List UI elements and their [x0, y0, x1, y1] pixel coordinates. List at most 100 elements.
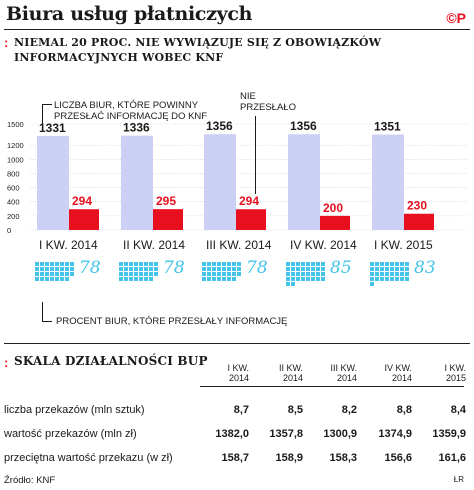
table-cell: 158,7	[221, 452, 249, 464]
y-tick-label: 800	[7, 169, 20, 178]
y-tick-label: 1200	[7, 141, 24, 150]
bar-chart: 0 200 400 600 800 1000 1200 1500 1331 294 1336 295…	[7, 119, 468, 235]
bar-not-sent	[404, 213, 434, 230]
y-tick-label: 400	[7, 198, 20, 207]
percent-dot	[286, 262, 290, 266]
table-column-header: II KW. 2014	[278, 363, 303, 383]
percent-dot	[212, 262, 216, 266]
bar-label-not-sent: 295	[156, 194, 176, 208]
percent-dot	[222, 262, 226, 266]
percent-dot	[50, 267, 54, 271]
percent-dot	[370, 272, 374, 276]
section1-title-line2: informacyjnych wobec KNF	[14, 51, 224, 64]
percent-dot	[207, 272, 211, 276]
table-row-leader	[168, 407, 464, 415]
y-tick-label: 0	[7, 226, 11, 235]
percent-dot	[217, 272, 221, 276]
percent-dot	[124, 267, 128, 271]
percent-dot	[45, 267, 49, 271]
percent-dot	[296, 267, 300, 271]
percent-dot	[217, 277, 221, 281]
percent-dot	[134, 262, 138, 266]
author-credit: ŁR	[453, 475, 464, 484]
percent-dot	[296, 277, 300, 281]
percent-value: 78	[246, 258, 268, 278]
percent-dot	[227, 262, 231, 266]
bar-label-not-sent: 200	[323, 201, 343, 215]
percent-dot	[291, 272, 295, 276]
percent-dot-matrix	[286, 262, 325, 286]
percent-dot	[35, 262, 39, 266]
percent-dot	[217, 262, 221, 266]
percent-dot	[40, 277, 44, 281]
bar-should-send	[121, 135, 153, 230]
percent-dot	[144, 267, 148, 271]
table-row-label: liczba przekazów (mln sztuk)	[4, 404, 145, 416]
percent-dot	[65, 267, 69, 271]
percent-dot	[45, 272, 49, 276]
section2-title: Skala działalności BUP	[14, 354, 208, 368]
percent-dot	[70, 267, 74, 271]
percent-dot	[301, 267, 305, 271]
annotation-should-leader-h	[42, 104, 52, 105]
annotation-pct-leader-h	[42, 321, 52, 322]
percent-dot	[370, 262, 374, 266]
percent-dot	[296, 272, 300, 276]
table-row-label: przeciętna wartość przekazu (w zł)	[4, 452, 173, 464]
percent-dot	[380, 267, 384, 271]
table-cell: 1382,0	[215, 428, 249, 440]
percent-dot	[149, 272, 153, 276]
percent-dot	[212, 267, 216, 271]
percent-dot	[306, 267, 310, 271]
page-title: Biura usług płatniczych	[6, 3, 253, 25]
table-cell: 8,2	[341, 404, 357, 416]
percent-dot	[60, 262, 64, 266]
table-cell: 158,3	[329, 452, 357, 464]
percent-dot	[400, 277, 404, 281]
percent-value: 85	[330, 258, 352, 278]
section1-title: Niemal 20 proc. nie wywiązuje się z obow…	[14, 35, 381, 65]
percent-dot	[227, 267, 231, 271]
percent-dot	[405, 277, 409, 281]
percent-dot	[316, 262, 320, 266]
bar-label-not-sent: 230	[407, 199, 427, 213]
percent-dot	[316, 272, 320, 276]
percent-dot	[55, 277, 59, 281]
percent-dot	[65, 272, 69, 276]
publisher-logo: ©P	[446, 10, 466, 26]
percent-dot	[65, 277, 69, 281]
annotation-pct-leader	[42, 302, 43, 322]
percent-dot	[380, 262, 384, 266]
chart-y-axis: 0 200 400 600 800 1000 1200 1500	[7, 120, 24, 235]
y-tick-label: 1000	[7, 155, 24, 164]
percent-dot	[375, 272, 379, 276]
percent-dot	[202, 262, 206, 266]
percent-dot	[291, 267, 295, 271]
annotation-should-send: LICZBA BIUR, KTÓRE POWINNY PRZESŁAĆ INFO…	[54, 100, 208, 122]
percent-dot	[129, 262, 133, 266]
percent-dot	[321, 277, 325, 281]
percent-dot	[129, 272, 133, 276]
percent-dot	[291, 282, 295, 286]
bar-not-sent	[236, 209, 266, 230]
percent-dot	[227, 277, 231, 281]
percent-dot	[134, 272, 138, 276]
annotation-should-leader	[42, 104, 43, 128]
percent-dot	[119, 272, 123, 276]
percent-dot	[149, 262, 153, 266]
chart-bar-labels: 1331 294 1336 295 1356 294 1356 200 1351 230	[39, 119, 427, 215]
percent-dot	[119, 267, 123, 271]
percent-dot	[286, 277, 290, 281]
percent-dot	[129, 277, 133, 281]
percent-dot	[400, 262, 404, 266]
table-cell: 8,8	[396, 404, 412, 416]
percent-dot	[55, 272, 59, 276]
percent-dot	[380, 272, 384, 276]
percent-dot	[370, 277, 374, 281]
bar-should-send	[204, 134, 236, 230]
header-divider	[4, 29, 470, 30]
percent-dot	[202, 277, 206, 281]
percent-dot	[400, 267, 404, 271]
category-label: III KW. 2014	[206, 238, 272, 252]
percent-dot	[296, 262, 300, 266]
